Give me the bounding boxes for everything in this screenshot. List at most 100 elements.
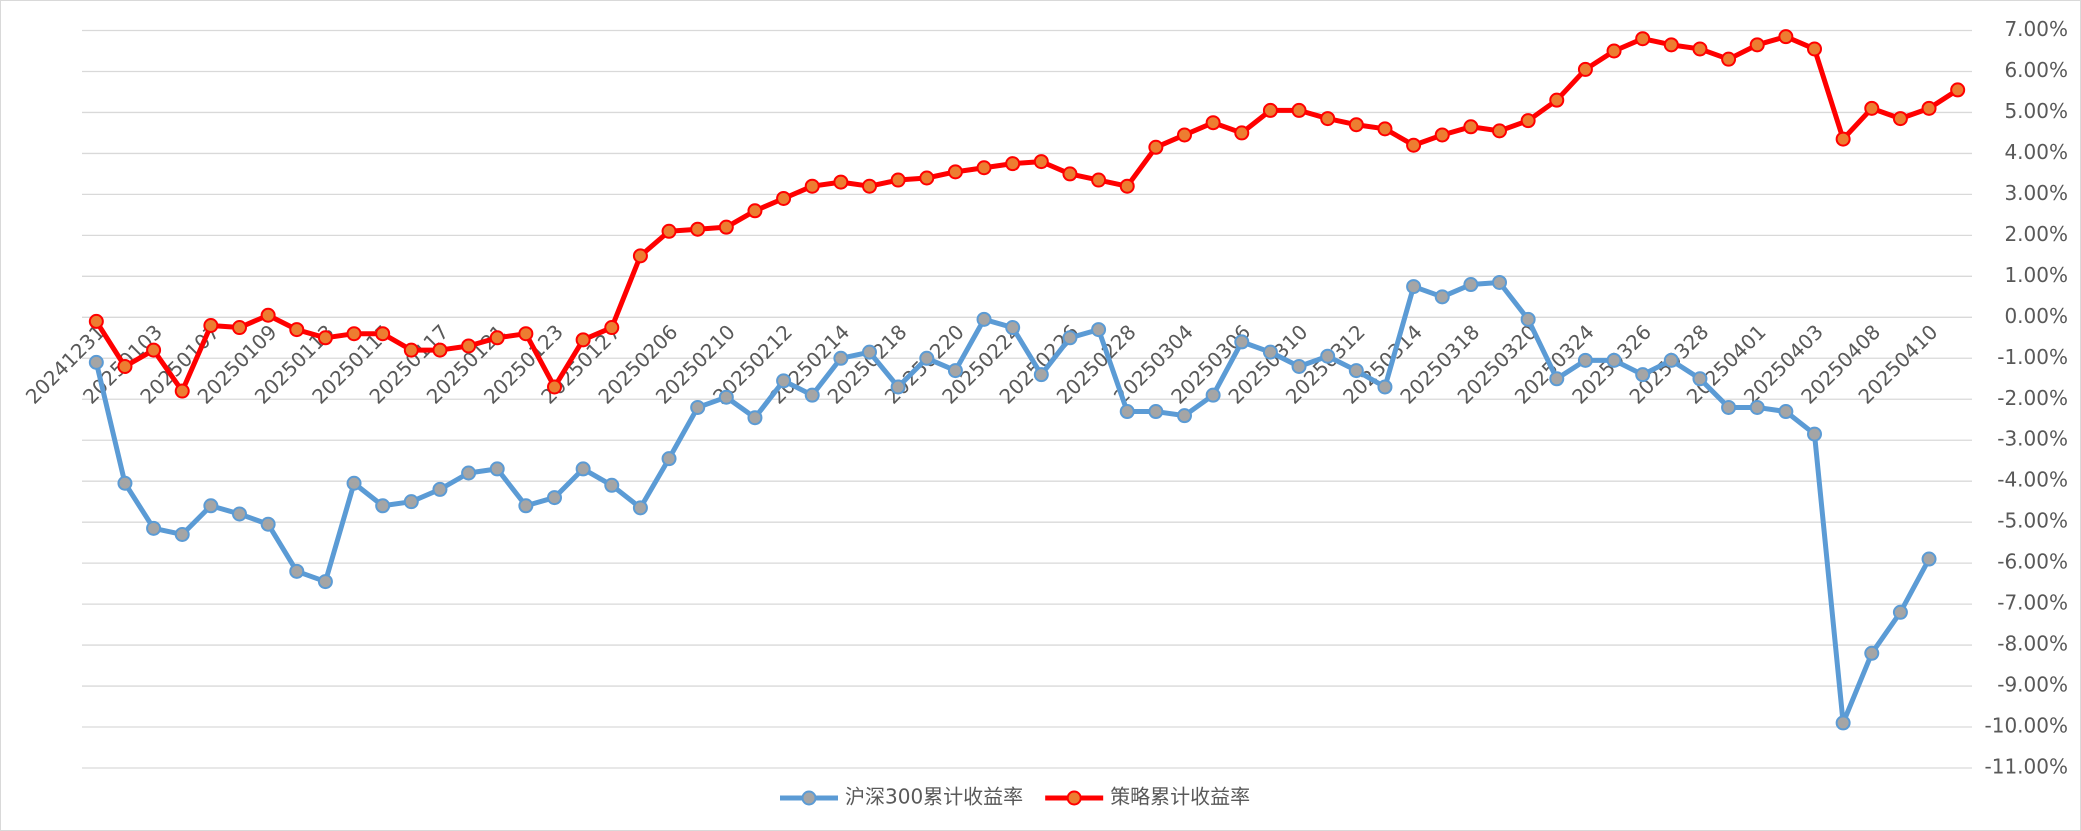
data-point [976,160,992,176]
data-point [346,475,362,491]
data-point [375,326,391,342]
data-point [1148,404,1164,420]
data-point [1864,100,1880,116]
data-point [747,203,763,219]
y-tick-label: -3.00% [1997,427,2068,451]
data-point [1463,277,1479,293]
data-point [289,563,305,579]
data-point [146,520,162,536]
data-point [518,498,534,514]
data-point [117,475,133,491]
data-point [862,178,877,194]
data-point [833,174,849,190]
data-point [547,379,562,395]
data-point [1348,117,1364,133]
data-point [862,344,877,360]
data-point [1892,111,1908,127]
y-tick-label: -4.00% [1997,468,2068,492]
data-point [575,461,591,477]
data-point [1835,715,1851,731]
data-point [1005,156,1021,172]
data-point [1577,61,1593,77]
data-point [174,526,190,542]
data-point [1921,100,1937,116]
data-point [232,320,247,336]
data-point [1291,102,1307,118]
data-point [1807,41,1822,57]
data-point [1549,92,1565,108]
data-point [88,354,104,370]
data-point [776,373,792,389]
data-point [1291,358,1307,374]
data-point [403,494,419,510]
data-point [919,350,935,366]
data-point [489,330,505,346]
y-tick-label: -6.00% [1997,550,2068,574]
data-point [1177,127,1192,143]
data-point [1406,279,1422,295]
data-point [1749,37,1765,53]
data-point [1234,125,1250,141]
data-point [718,219,734,235]
data-point [1177,408,1192,424]
data-point [1892,604,1908,620]
data-point [890,172,906,188]
data-point [1320,111,1336,127]
legend-label: 策略累计收益率 [1110,785,1250,809]
y-tick-label: -8.00% [1997,632,2068,656]
data-point [804,387,820,403]
data-point [1778,29,1794,45]
data-point [289,322,305,338]
data-point [690,399,706,415]
data-point [1434,127,1450,143]
data-point [1663,37,1679,53]
data-point [260,516,276,532]
y-tick-label: -2.00% [1997,386,2068,410]
data-point [1348,363,1364,379]
data-point [1950,82,1966,98]
data-point [1463,119,1479,135]
data-point [1119,404,1135,420]
data-point [146,342,162,358]
y-tick-label: 2.00% [2004,222,2068,246]
data-point [1492,123,1507,139]
data-point [1406,137,1422,153]
data-point [1864,645,1880,661]
data-point [1033,154,1049,170]
data-point [1835,131,1851,147]
data-point [1778,404,1794,420]
data-point [317,330,333,346]
data-point [1692,41,1708,57]
data-point [1262,102,1278,118]
data-point [1721,399,1737,415]
data-point [1205,387,1221,403]
data-point [203,498,219,514]
data-point [1091,172,1107,188]
data-point [1062,166,1078,182]
data-point [1119,178,1135,194]
data-point [1492,274,1507,290]
data-point [1091,322,1107,338]
data-point [1262,344,1278,360]
data-point [947,363,963,379]
data-point [1434,289,1450,305]
data-point [632,500,648,516]
y-tick-label: -5.00% [1997,509,2068,533]
data-point [174,383,190,399]
y-tick-label: 6.00% [2004,58,2068,82]
data-point [976,311,992,327]
data-point [232,506,247,522]
data-point [375,498,391,514]
data-point [1921,551,1937,567]
y-tick-label: 4.00% [2004,140,2068,164]
data-point [1577,352,1593,368]
data-point [1205,115,1221,131]
data-point [346,326,362,342]
data-point [1606,43,1622,59]
data-point [718,389,734,405]
y-tick-label: 1.00% [2004,263,2068,287]
data-point [804,178,820,194]
data-point [1062,330,1078,346]
